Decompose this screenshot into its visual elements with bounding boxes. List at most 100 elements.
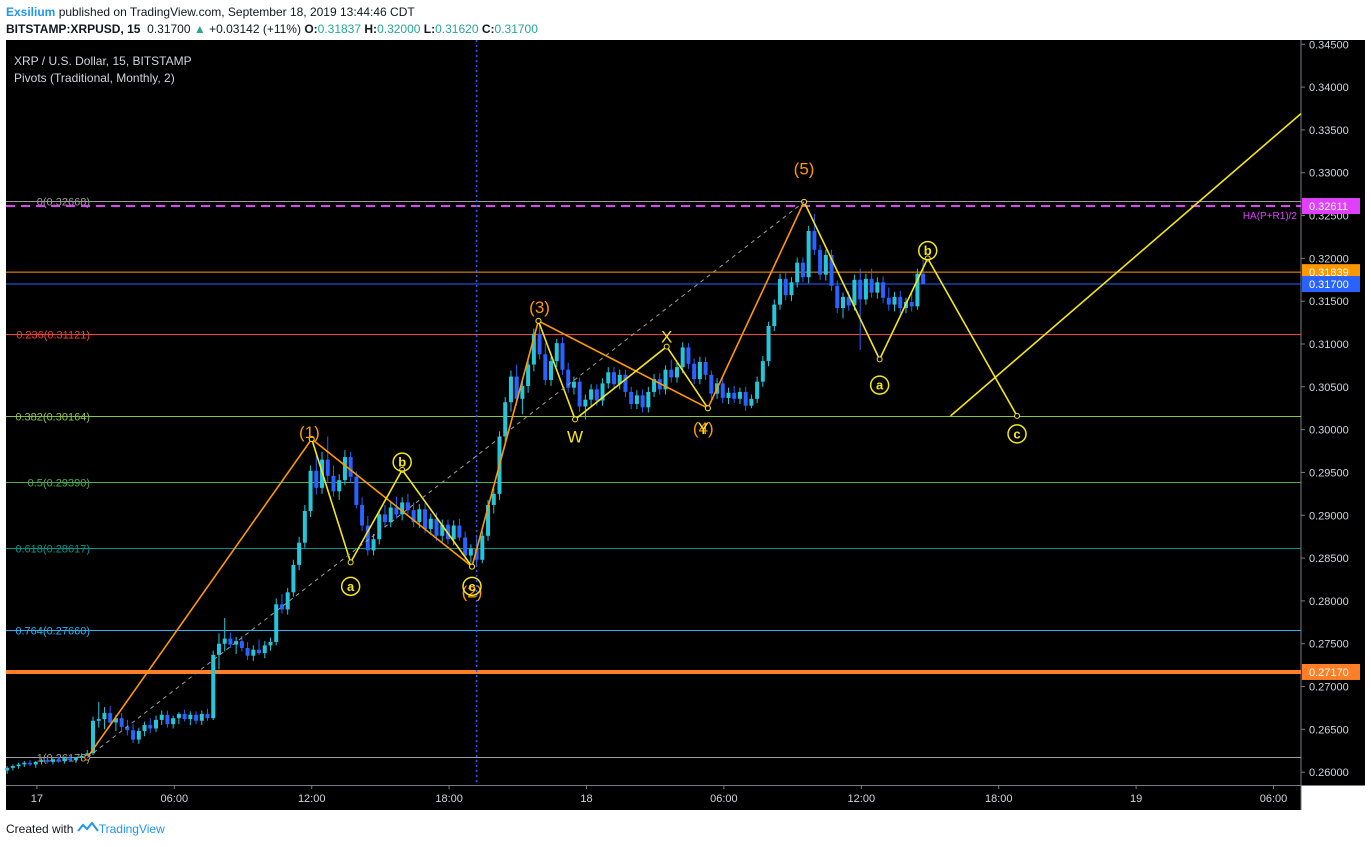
fib-label-5: 0.764(0.27660) (15, 626, 90, 638)
chart-area[interactable]: 0(0.32668) 0.236(0.31121) 0.382(0.30164) 0.… (0, 40, 1371, 810)
price-scale-background[interactable] (1301, 40, 1365, 785)
x-tick-label: 18 (580, 793, 592, 805)
candle (491, 487, 496, 514)
candle (400, 497, 405, 521)
candle-body (623, 374, 628, 392)
candle-body (549, 361, 554, 380)
wave-point[interactable] (535, 317, 542, 324)
wave-label-b[interactable]: b (924, 243, 932, 258)
candle (16, 762, 21, 769)
close-label: C: (481, 22, 495, 36)
candle-body (680, 347, 685, 368)
candle-body (102, 713, 107, 720)
candle-body (674, 367, 679, 378)
candle-body (692, 363, 697, 380)
wave-label-Y[interactable]: Y (698, 419, 709, 438)
candle (325, 436, 330, 483)
price-label-text: 0.31700 (1309, 279, 1349, 291)
candle (411, 502, 416, 528)
candle-body (571, 381, 576, 388)
plot-background (6, 40, 1301, 785)
author-link[interactable]: Exsilium (6, 5, 56, 19)
candle (39, 758, 44, 765)
candle (33, 761, 38, 768)
candle (239, 636, 244, 652)
candle (812, 213, 817, 255)
price-label-box (1302, 276, 1360, 293)
candle-body (898, 296, 903, 309)
wave-label-c[interactable]: c (468, 579, 475, 594)
wave-line-impulse[interactable] (86, 201, 805, 759)
candle-body (703, 361, 708, 375)
wave-label-W[interactable]: W (567, 427, 583, 446)
candle-body (463, 537, 468, 556)
low-label: L: (423, 22, 436, 36)
fib-label-2: 0.382(0.30164) (15, 412, 90, 424)
candle (308, 465, 313, 517)
wave-label-b[interactable]: b (398, 455, 406, 470)
candle (62, 757, 67, 764)
candle-body (663, 369, 668, 390)
wave-label-X[interactable]: X (661, 327, 672, 346)
legend-indicator[interactable]: Pivots (Traditional, Monthly, 2) (14, 71, 175, 85)
candle (10, 764, 15, 771)
wave-point[interactable] (308, 436, 315, 443)
candle-body (434, 518, 439, 536)
candle-body (394, 507, 399, 515)
wave-label-(2)[interactable]: (2) (462, 582, 483, 601)
wave-label-(3)[interactable]: (3) (529, 298, 550, 317)
candle-body (188, 714, 193, 720)
tradingview-link[interactable]: TradingView (98, 822, 165, 836)
candle-body (325, 459, 330, 476)
wave-point[interactable] (876, 356, 883, 363)
candle-body (726, 392, 731, 398)
candle-body (360, 504, 365, 526)
x-tick-label: 06:00 (710, 793, 738, 805)
candle-body (526, 364, 531, 386)
candle-body (400, 502, 405, 515)
publish-header: Exsilium published on TradingView.com, S… (0, 0, 1371, 40)
candle (783, 272, 788, 301)
high-label: H: (364, 22, 378, 36)
wave-line-abc-2[interactable] (803, 201, 1018, 417)
wave-point[interactable] (572, 416, 579, 423)
candle-body (554, 343, 559, 362)
wave-line-abc-1[interactable] (310, 438, 473, 568)
candle (28, 760, 33, 767)
open-label: O: (304, 22, 318, 36)
x-tick-label: 17 (31, 793, 43, 805)
candle-body (886, 297, 891, 305)
wave-point[interactable] (663, 343, 670, 350)
candle (205, 708, 210, 721)
wave-label-a[interactable]: a (876, 378, 884, 393)
candle (279, 594, 284, 614)
price-label-text: 0.27170 (1309, 667, 1349, 679)
candle-body (686, 347, 691, 364)
wave-label-(5)[interactable]: (5) (794, 159, 815, 178)
wave-point[interactable] (704, 405, 711, 412)
candle-body (503, 402, 508, 437)
candle (171, 715, 176, 729)
candle-body (148, 725, 153, 729)
candle-body (39, 760, 44, 762)
candle (749, 394, 754, 409)
wave-point[interactable] (469, 563, 476, 570)
wave-point[interactable] (1014, 412, 1021, 419)
wave-line-projection[interactable] (950, 112, 1302, 417)
wave-line-trend[interactable] (86, 201, 805, 758)
wave-point[interactable] (347, 559, 354, 566)
candle-body (171, 718, 176, 725)
candle-body (108, 713, 113, 723)
candle (720, 378, 725, 404)
fib-label-0: 0(0.32668) (37, 197, 90, 209)
wave-line-wxy[interactable] (537, 320, 709, 421)
time-scale-background[interactable] (6, 785, 1301, 810)
wave-label-a[interactable]: a (347, 579, 355, 594)
candle (394, 496, 399, 519)
wave-label-c[interactable]: c (1013, 426, 1020, 441)
candle (566, 362, 571, 393)
candle (520, 379, 525, 415)
candle (297, 536, 302, 571)
wave-label-(4)[interactable]: (4) (693, 419, 714, 438)
wave-label-(1)[interactable]: (1) (299, 423, 320, 442)
